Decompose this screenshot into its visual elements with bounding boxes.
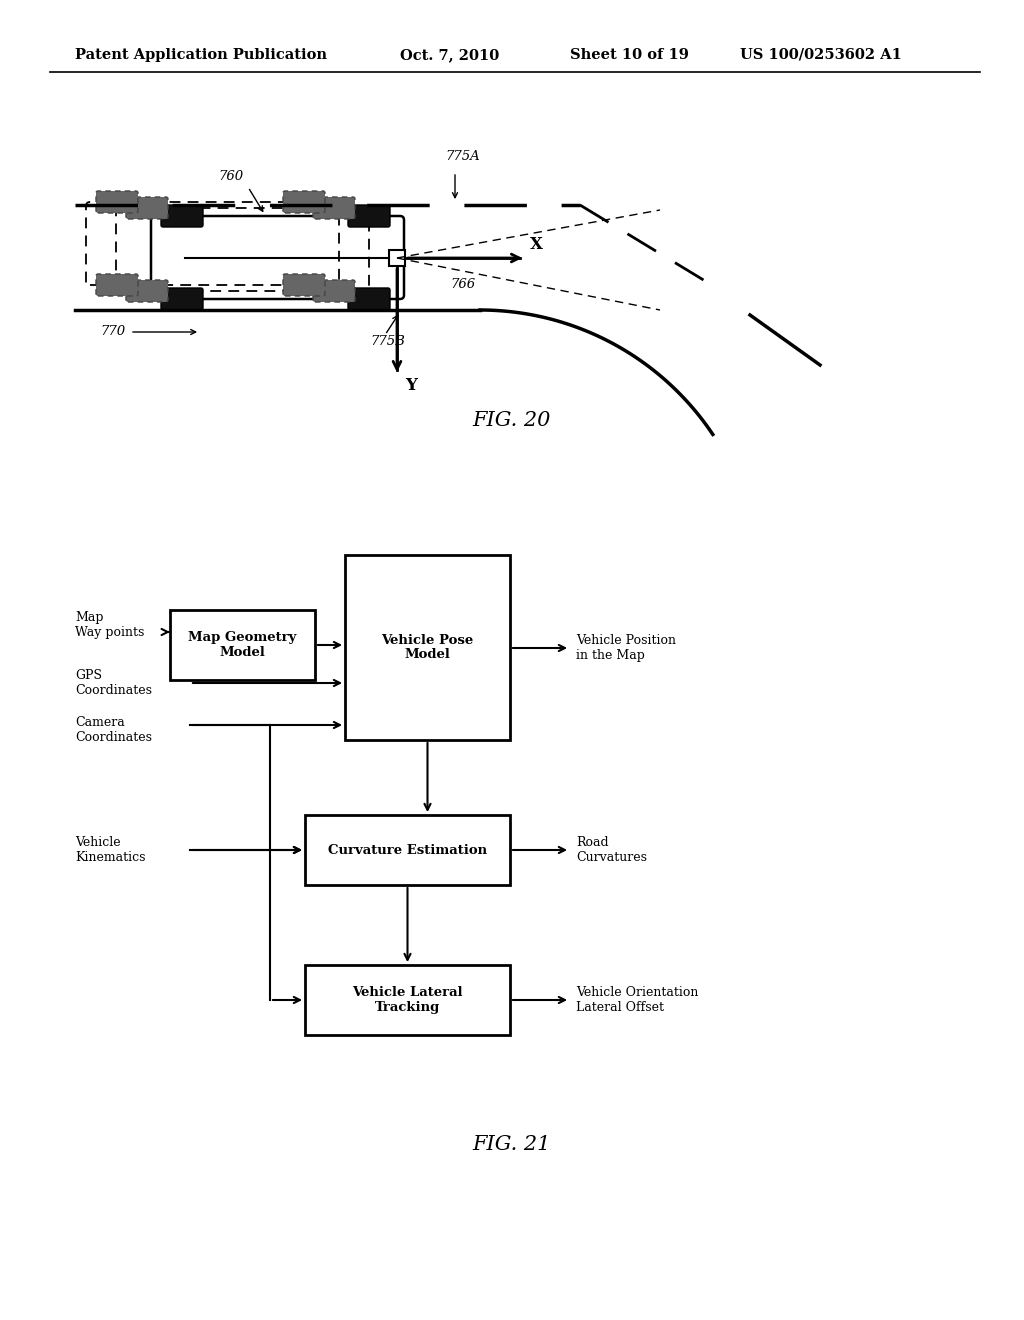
Bar [170, 610, 315, 680]
FancyBboxPatch shape [151, 216, 404, 300]
FancyBboxPatch shape [126, 280, 168, 302]
Text: 770: 770 [100, 325, 125, 338]
Text: Road
Curvatures: Road Curvatures [575, 836, 647, 865]
FancyBboxPatch shape [126, 197, 168, 219]
Text: GPS
Coordinates: GPS Coordinates [75, 669, 152, 697]
FancyBboxPatch shape [283, 191, 325, 213]
Text: Camera
Coordinates: Camera Coordinates [75, 715, 152, 744]
Text: Curvature Estimation: Curvature Estimation [328, 843, 487, 857]
Bar [389, 249, 406, 267]
Bar [305, 965, 510, 1035]
FancyBboxPatch shape [313, 197, 355, 219]
Text: FIG. 21: FIG. 21 [473, 1135, 551, 1155]
Text: FIG. 20: FIG. 20 [473, 411, 551, 429]
Text: Vehicle Position
in the Map: Vehicle Position in the Map [575, 634, 676, 663]
Text: Patent Application Publication: Patent Application Publication [75, 48, 327, 62]
FancyBboxPatch shape [96, 275, 138, 296]
Text: Oct. 7, 2010: Oct. 7, 2010 [400, 48, 500, 62]
Text: 775B: 775B [370, 335, 404, 348]
FancyBboxPatch shape [348, 205, 390, 227]
FancyBboxPatch shape [348, 288, 390, 310]
FancyBboxPatch shape [161, 205, 203, 227]
Text: Vehicle Pose
Model: Vehicle Pose Model [381, 634, 474, 661]
Text: Vehicle
Kinematics: Vehicle Kinematics [75, 836, 145, 865]
Text: Map Geometry
Model: Map Geometry Model [188, 631, 297, 659]
FancyBboxPatch shape [283, 275, 325, 296]
FancyBboxPatch shape [96, 191, 138, 213]
Bar [305, 814, 510, 884]
Text: US 100/0253602 A1: US 100/0253602 A1 [740, 48, 902, 62]
Text: 775A: 775A [445, 150, 480, 162]
Text: Sheet 10 of 19: Sheet 10 of 19 [570, 48, 689, 62]
Text: 760: 760 [218, 170, 243, 183]
Bar [345, 554, 510, 741]
Text: Map
Way points: Map Way points [75, 611, 144, 639]
Text: 766: 766 [450, 279, 475, 290]
Text: Y: Y [406, 378, 417, 393]
Text: Vehicle Orientation
Lateral Offset: Vehicle Orientation Lateral Offset [575, 986, 698, 1014]
Text: X: X [530, 236, 543, 253]
FancyBboxPatch shape [161, 288, 203, 310]
FancyBboxPatch shape [313, 280, 355, 302]
Text: Vehicle Lateral
Tracking: Vehicle Lateral Tracking [352, 986, 463, 1014]
